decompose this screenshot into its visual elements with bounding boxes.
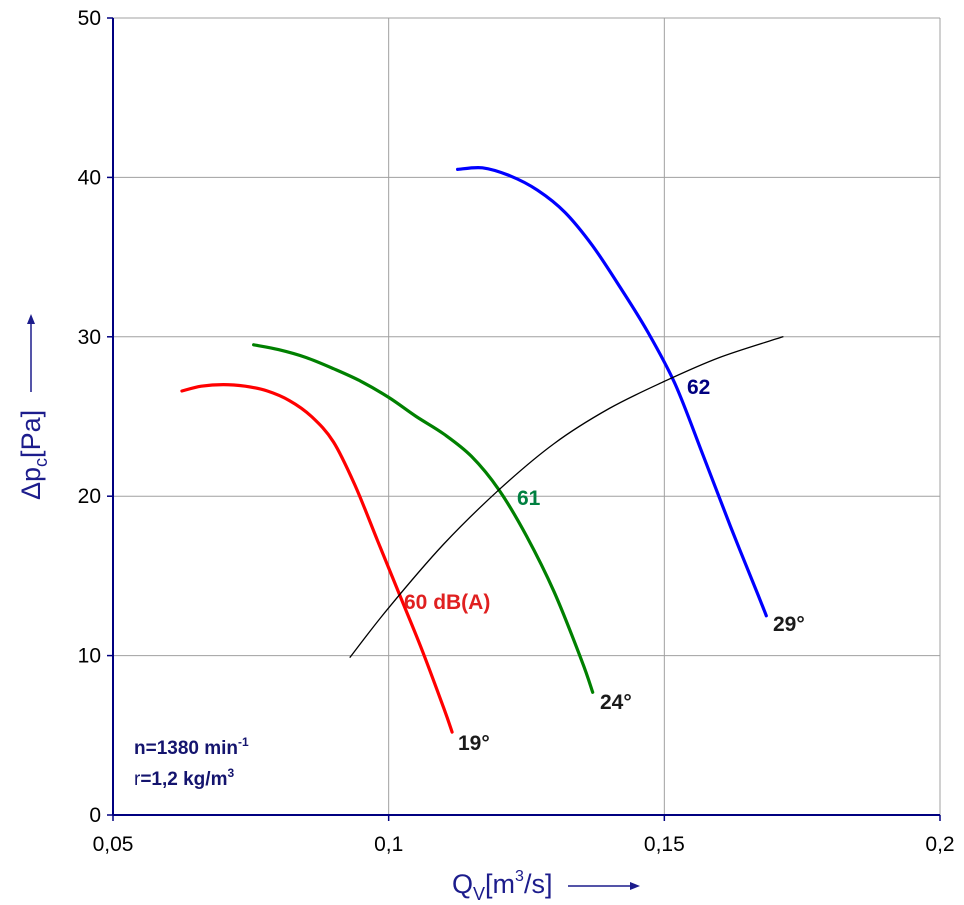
y-tick-label: 30 [78, 326, 101, 349]
grid-lines [113, 17, 941, 815]
x-tick-label: 0,2 [925, 833, 954, 856]
angle-label-29: 29° [773, 613, 805, 636]
y-axis-arrow-head [27, 314, 35, 324]
x-tick-label: 0,05 [93, 833, 134, 856]
series-line-29 [456, 165, 768, 618]
y-tick-label: 50 [78, 7, 101, 30]
axes [107, 17, 941, 821]
system-curve [349, 336, 784, 658]
svg-text:QV[m3/s]: QV[m3/s] [452, 868, 552, 904]
x-tick-label: 0,15 [644, 833, 685, 856]
level-label-62: 62 [687, 376, 710, 399]
angle-label-19: 19° [458, 732, 490, 755]
y-axis-label: Δpc[Pa] [16, 314, 51, 500]
series-lines [180, 165, 784, 734]
x-tick-label: 0,1 [374, 833, 403, 856]
x-axis-label: QV[m3/s] [452, 868, 640, 904]
tick-labels: 0,05 0,1 0,15 0,2 0 10 20 30 40 50 [78, 7, 955, 856]
y-tick-label: 40 [78, 166, 101, 189]
y-tick-label: 20 [78, 485, 101, 508]
y-tick-label: 0 [89, 804, 101, 827]
x-axis-arrow-head [630, 882, 640, 890]
speed-annotation: n=1380 min-1 [134, 735, 249, 759]
angle-label-24: 24° [600, 691, 632, 714]
series-line-19 [180, 383, 454, 734]
y-tick-label: 10 [78, 645, 101, 668]
svg-text:Δpc[Pa]: Δpc[Pa] [16, 410, 51, 500]
density-annotation: r=1,2 kg/m3 [134, 766, 234, 790]
level-label-61: 61 [517, 487, 541, 510]
series-line-24 [252, 343, 595, 694]
level-label-60: 60 dB(A) [404, 591, 490, 614]
